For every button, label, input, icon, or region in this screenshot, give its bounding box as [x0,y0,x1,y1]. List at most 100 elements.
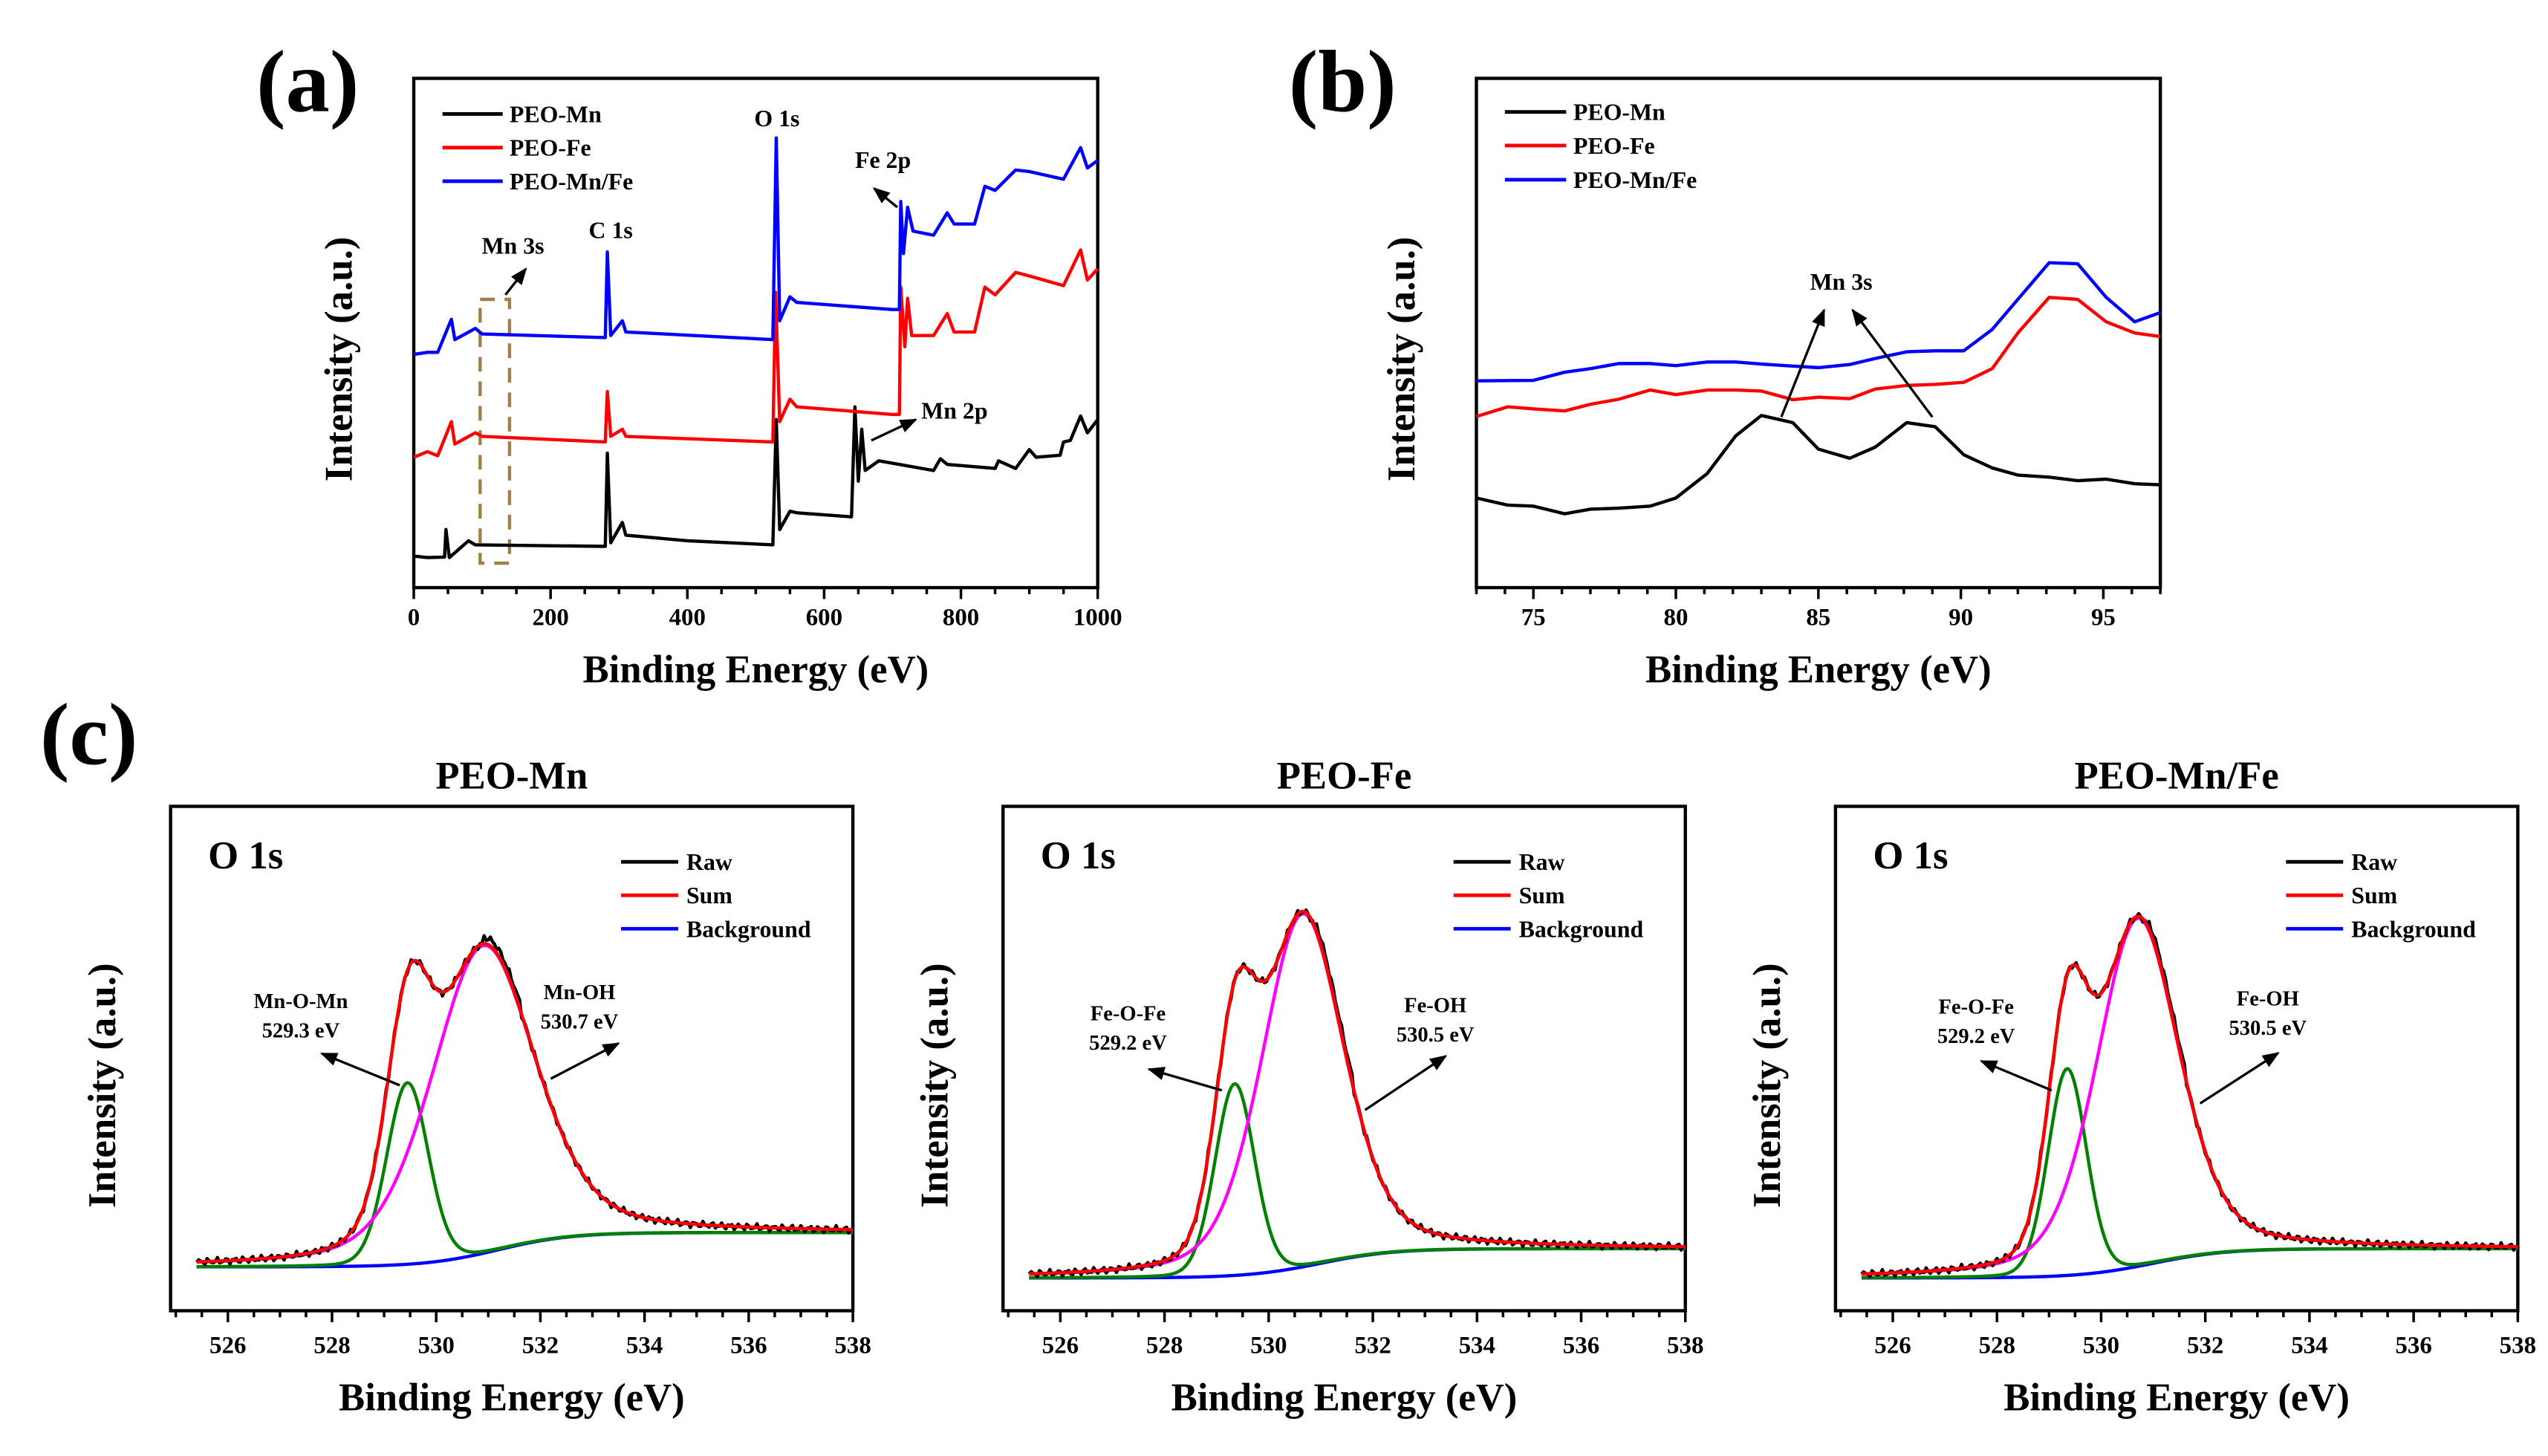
series-line-peo-mn-fe [1476,261,2161,383]
x-tick-label: 530 [1250,1333,1287,1359]
x-tick-label: 538 [1667,1333,1703,1359]
x-tick-label: 532 [522,1333,559,1359]
x-tick-label: 534 [626,1333,663,1359]
annotation-o-1s: O 1s [754,105,799,131]
legend-label-raw: Raw [1519,849,1565,875]
background-curve [1861,1247,2518,1280]
x-tick-label: 528 [313,1333,350,1359]
y-axis-label: Intensity (a.u.) [318,237,361,482]
component-energy-mn-oh: 530.7 eV [541,1010,619,1033]
legend-label-peo-mn: PEO-Mn [510,101,602,127]
component-label-mn-o-mn: Mn-O-Mn [253,990,348,1013]
panel-label-b: (b) [1289,32,1397,130]
component-label-fe-oh: Fe-OH [1404,994,1466,1017]
background-curve [196,1231,854,1269]
series-line-peo-fe [413,248,1099,459]
annotation-arrow-mn-3s [504,267,527,296]
legend-label-sum: Sum [2351,883,2397,909]
annotation-arrow-fe-o-fe [1147,1067,1223,1092]
annotation-arrow-fe-o-fe [1980,1059,2053,1092]
plot-area [1475,77,2162,599]
y-axis-label: Intensity (a.u.) [81,963,124,1208]
annotation-arrow-mn-o-mn [319,1052,400,1087]
component-energy-fe-oh: 530.5 eV [1397,1024,1475,1047]
component-label-mn-oh: Mn-OH [544,981,616,1004]
subplot-title: PEO-Mn [435,754,588,797]
x-tick-label: 800 [943,605,979,631]
component-curve-fe-o-fe [1029,1082,1686,1280]
plot-frame [1001,805,1687,1313]
mn3s-highlight-box [478,297,512,565]
x-tick-label: 538 [834,1333,871,1359]
panel-label-a: (a) [256,32,359,130]
series-line-peo-mn [413,405,1099,559]
legend-label-peo-mn-fe: PEO-Mn/Fe [1573,167,1697,193]
background-curve [1029,1247,1686,1280]
x-tick-label: 534 [2291,1333,2327,1359]
legend-label-sum: Sum [686,883,732,909]
legend-label-peo-fe: PEO-Fe [1573,133,1655,159]
annotation-arrow-fe-oh [1364,1055,1448,1111]
x-tick-label: 80 [1664,605,1689,631]
legend-label-peo-mn-fe: PEO-Mn/Fe [510,169,633,195]
sum-curve [196,942,854,1264]
x-tick-label: 532 [1354,1333,1391,1359]
x-tick-label: 95 [2091,605,2116,631]
component-energy-mn-o-mn: 529.3 eV [262,1020,340,1043]
legend-label-raw: Raw [686,849,732,875]
subplot-title: PEO-Fe [1277,754,1412,797]
component-curve-fe-oh [1029,911,1686,1276]
plot-area [1833,805,2520,1322]
x-tick-label: 532 [2187,1333,2223,1359]
annotation-mn-3s: Mn 3s [481,233,544,259]
x-tick-label: 536 [2395,1333,2431,1359]
y-axis-label: Intensity (a.u.) [1746,963,1789,1208]
x-axis-label: Binding Energy (eV) [1171,1376,1518,1419]
annotation-arrow-mn-2p [871,418,917,442]
plot-frame [1833,805,2520,1313]
series-line-peo-mn [1475,414,2161,516]
x-axis-label: Binding Energy (eV) [1645,648,1992,691]
legend-label-sum: Sum [1519,883,1565,909]
x-tick-label: 530 [2083,1333,2119,1359]
series-line-peo-mn-fe [413,136,1099,357]
x-tick-label: 526 [1042,1333,1079,1359]
x-tick-label: 200 [532,605,568,631]
plot-area [1001,805,1687,1322]
x-tick-label: 90 [1949,605,1973,631]
x-tick-label: 534 [1459,1333,1495,1359]
component-energy-fe-o-fe: 529.2 eV [1937,1025,2015,1048]
annotation-fe-2p: Fe 2p [855,147,911,173]
core-level-label: O 1s [1873,834,1948,877]
raw-curve [195,934,854,1267]
legend-label-raw: Raw [2351,849,2397,875]
x-tick-label: 75 [1521,605,1546,631]
plot-area [169,805,855,1322]
legend-label-background: Background [1519,916,1644,942]
x-tick-label: 526 [1874,1333,1911,1359]
x-tick-label: 528 [1979,1333,2015,1359]
annotation-c-1s: C 1s [589,218,633,244]
sum-curve [1861,914,2518,1276]
y-axis-label: Intensity (a.u.) [914,963,957,1208]
annotation-arrow-mn-3s [1851,308,1934,418]
core-level-label: O 1s [1041,834,1116,877]
annotation-arrow-fe-oh [2199,1052,2280,1105]
plot-area [412,77,1099,599]
annotation-arrow-mn-oh [550,1042,620,1080]
raw-curve [1027,908,1686,1278]
x-tick-label: 538 [2500,1333,2536,1359]
annotation-mn-3s: Mn 3s [1810,269,1872,295]
x-tick-label: 85 [1806,605,1830,631]
component-energy-fe-o-fe: 529.2 eV [1089,1032,1167,1055]
subplot-title: PEO-Mn/Fe [2074,754,2278,797]
legend-label-background: Background [2351,916,2476,942]
legend-label-peo-mn: PEO-Mn [1573,100,1665,126]
x-tick-label: 600 [806,605,842,631]
x-tick-label: 0 [408,605,420,631]
x-tick-label: 530 [417,1333,454,1359]
component-label-fe-o-fe: Fe-O-Fe [1938,996,2013,1019]
component-curve-mn-o-mn [196,1081,854,1269]
x-tick-label: 400 [669,605,706,631]
